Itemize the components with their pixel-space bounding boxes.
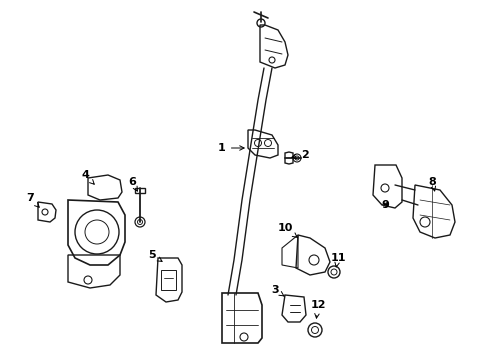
Text: 12: 12 bbox=[309, 300, 325, 318]
Text: 1: 1 bbox=[218, 143, 244, 153]
Text: 3: 3 bbox=[271, 285, 284, 296]
Text: 7: 7 bbox=[26, 193, 39, 207]
Text: 2: 2 bbox=[291, 150, 308, 160]
Text: 6: 6 bbox=[128, 177, 137, 191]
Text: 11: 11 bbox=[329, 253, 345, 267]
Text: 10: 10 bbox=[277, 223, 297, 238]
Text: 9: 9 bbox=[380, 200, 388, 210]
Text: 4: 4 bbox=[81, 170, 94, 184]
Text: 5: 5 bbox=[148, 250, 162, 261]
Text: 8: 8 bbox=[427, 177, 435, 191]
